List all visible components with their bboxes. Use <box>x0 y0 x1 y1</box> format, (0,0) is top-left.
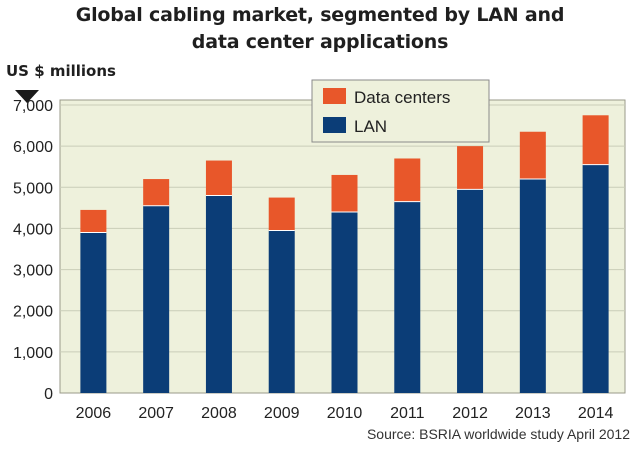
y-tick-label: 0 <box>44 386 53 403</box>
bar-data-centers-2014 <box>582 115 609 165</box>
x-tick-label: 2014 <box>578 405 614 422</box>
bar-data-centers-2009 <box>268 197 295 231</box>
bar-data-centers-2011 <box>394 158 421 202</box>
bar-lan-2006 <box>80 232 107 393</box>
x-tick-label: 2008 <box>201 405 237 422</box>
bar-lan-2008 <box>205 195 232 393</box>
y-tick-label: 1,000 <box>13 345 53 362</box>
bar-lan-2010 <box>331 211 358 393</box>
bar-lan-2007 <box>143 205 170 393</box>
y-tick-label: 7,000 <box>13 98 53 115</box>
bar-lan-2011 <box>394 201 421 393</box>
legend-swatch-lan <box>323 117 346 133</box>
legend-swatch-data-centers <box>323 88 346 104</box>
source-note: Source: BSRIA worldwide study April 2012 <box>366 426 630 442</box>
bar-data-centers-2010 <box>331 174 358 212</box>
y-tick-label: 3,000 <box>13 263 53 280</box>
y-tick-label: 6,000 <box>13 139 53 156</box>
x-tick-label: 2012 <box>452 405 488 422</box>
x-tick-label: 2009 <box>264 405 300 422</box>
bar-data-centers-2008 <box>205 160 232 196</box>
bar-data-centers-2006 <box>80 209 107 233</box>
bar-data-centers-2013 <box>519 131 546 180</box>
y-tick-label: 2,000 <box>13 304 53 321</box>
legend: Data centers LAN <box>311 79 490 143</box>
y-axis-unit-label: US $ millions <box>6 62 116 80</box>
bar-data-centers-2007 <box>143 179 170 206</box>
legend-label-data-centers: Data centers <box>354 88 450 107</box>
down-arrow-icon <box>15 90 39 103</box>
bar-lan-2012 <box>457 189 484 393</box>
legend-label-lan: LAN <box>354 117 387 136</box>
x-tick-labels: 2006 2007 2008 2009 2010 2011 2012 2013 2014 <box>76 405 614 422</box>
chart-title-line1: Global cabling market, segmented by LAN … <box>75 4 565 26</box>
x-tick-label: 2011 <box>390 405 425 422</box>
chart-title: Global cabling market, segmented by LAN … <box>0 2 640 56</box>
x-tick-label: 2006 <box>76 405 112 422</box>
bars <box>80 115 609 393</box>
bar-lan-2009 <box>268 230 295 393</box>
x-tick-label: 2013 <box>515 405 551 422</box>
y-tick-labels: 0 1,000 2,000 3,000 4,000 5,000 6,000 7,000 <box>13 98 53 403</box>
chart-title-line2: data center applications <box>191 31 449 53</box>
bar-lan-2014 <box>582 164 609 393</box>
y-tick-label: 4,000 <box>13 221 53 238</box>
x-tick-label: 2007 <box>138 405 174 422</box>
bar-lan-2013 <box>519 179 546 393</box>
y-tick-label: 5,000 <box>13 180 53 197</box>
x-tick-label: 2010 <box>327 405 363 422</box>
bar-data-centers-2012 <box>457 146 484 190</box>
